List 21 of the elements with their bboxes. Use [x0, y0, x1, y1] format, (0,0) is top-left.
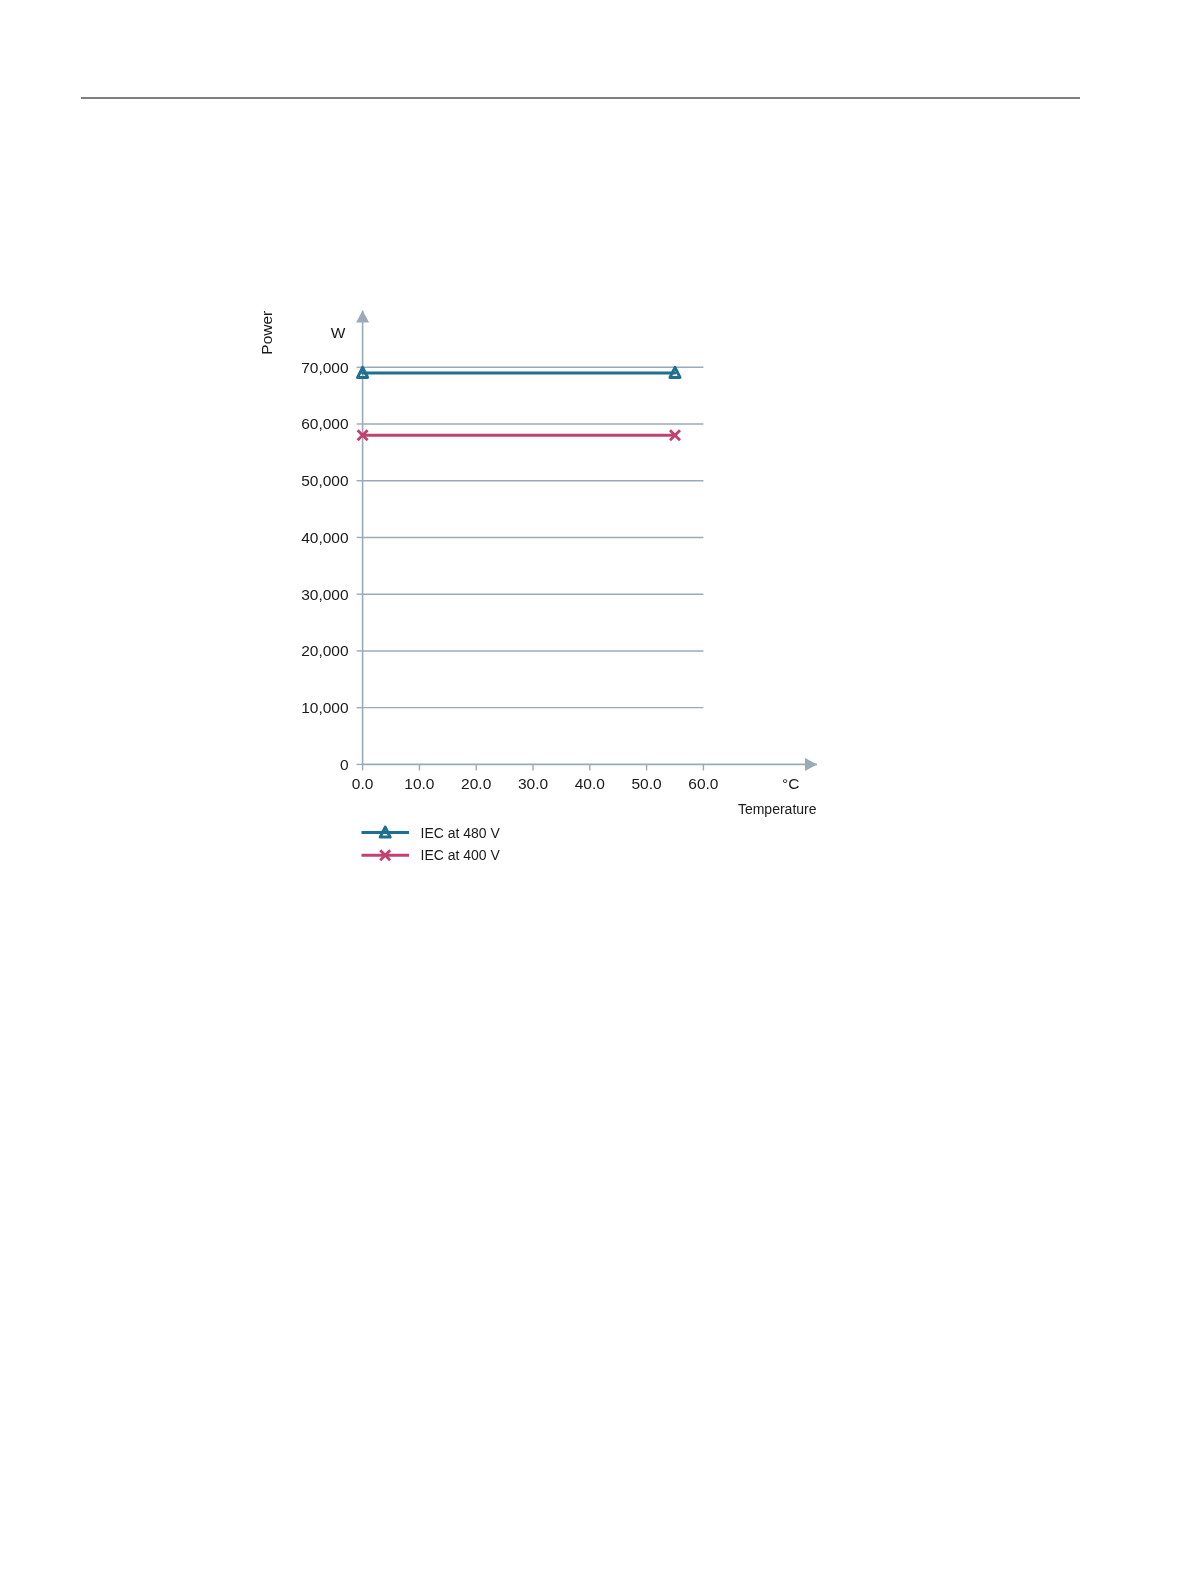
legend-label: IEC at 480 V — [420, 824, 501, 841]
y-tick-label: 40,000 — [301, 528, 349, 546]
y-tick-label: 70,000 — [301, 358, 349, 376]
y-tick-label: 20,000 — [301, 642, 349, 660]
y-tick-label: 30,000 — [301, 585, 349, 603]
y-tick-label: 60,000 — [301, 415, 349, 433]
x-tick-label: 60.0 — [688, 774, 719, 792]
x-tick-label: 40.0 — [574, 774, 606, 792]
text: W — [330, 324, 346, 342]
x-axis-title: Temperature — [737, 800, 817, 817]
x-tick-label: 20.0 — [461, 774, 492, 792]
y-tick-label: 0 — [339, 755, 349, 773]
text: °C — [782, 774, 800, 792]
x-tick-label: 50.0 — [631, 774, 663, 792]
x-tick-label: 10.0 — [404, 774, 435, 792]
x-tick-label: 0.0 — [351, 774, 374, 792]
x-tick-label: 30.0 — [517, 774, 549, 792]
legend-label: IEC at 400 V — [420, 847, 501, 864]
y-tick-label: 50,000 — [301, 472, 349, 490]
y-axis-title: Power — [258, 310, 276, 355]
y-tick-label: 10,000 — [301, 699, 349, 717]
